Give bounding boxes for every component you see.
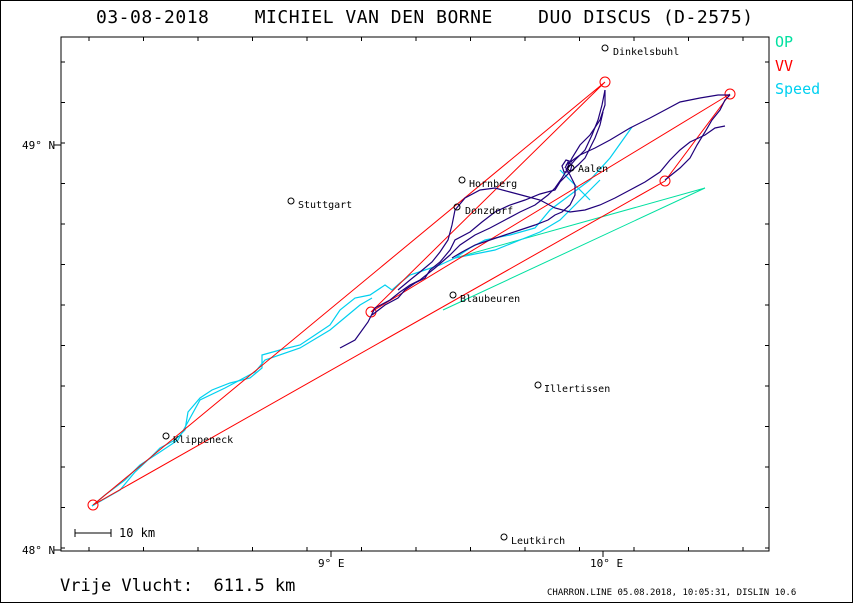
place-label-stuttgart: Stuttgart bbox=[298, 200, 353, 211]
vv-turnpoints bbox=[87, 76, 736, 511]
y-label-49n: 49° N bbox=[22, 139, 56, 152]
x-label-10e: 10° E bbox=[590, 557, 624, 570]
credit-line: CHARRON.LINE 05.08.2018, 10:05:31, DISLI… bbox=[547, 588, 797, 598]
place-label-aalen: Aalen bbox=[578, 164, 609, 175]
map-frame bbox=[60, 36, 770, 552]
distance-summary: Vrije Vlucht: 611.5 km bbox=[60, 576, 296, 596]
marker-aalen bbox=[567, 164, 575, 172]
scale-label: 10 km bbox=[119, 526, 156, 540]
y-label-48n: 48° N bbox=[22, 544, 56, 557]
speed-trace bbox=[91, 126, 633, 507]
place-label-illertissen: Illertissen bbox=[544, 384, 611, 395]
place-label-blaubeuren: Blaubeuren bbox=[460, 294, 521, 305]
x-label-9e: 9° E bbox=[318, 557, 345, 570]
marker-dinkelsbuhl bbox=[601, 44, 609, 52]
place-label-hornberg: Hornberg bbox=[469, 179, 518, 190]
flight-track bbox=[339, 89, 731, 349]
place-label-leutkirch: Leutkirch bbox=[511, 536, 566, 547]
axis-ticks bbox=[54, 37, 769, 557]
legend-op: OP bbox=[775, 33, 794, 51]
marker-hornberg bbox=[458, 176, 466, 184]
scale-bar bbox=[74, 529, 112, 537]
marker-klippeneck bbox=[162, 432, 170, 440]
flight-title: 03-08-2018 MICHIEL VAN DEN BORNE DUO DIS… bbox=[96, 7, 754, 28]
marker-blaubeuren bbox=[449, 291, 457, 299]
place-markers bbox=[162, 44, 609, 541]
marker-illertissen bbox=[534, 381, 542, 389]
vv-route bbox=[92, 81, 731, 506]
marker-leutkirch bbox=[500, 533, 508, 541]
legend-speed: Speed bbox=[775, 80, 821, 98]
place-label-donzdorf: Donzdorf bbox=[465, 206, 514, 217]
marker-stuttgart bbox=[287, 197, 295, 205]
legend-vv: VV bbox=[775, 57, 794, 75]
place-label-dinkelsbuhl: Dinkelsbuhl bbox=[613, 47, 680, 58]
op-route bbox=[442, 187, 706, 311]
place-label-klippeneck: Klippeneck bbox=[173, 435, 234, 446]
marker-donzdorf bbox=[453, 203, 461, 211]
